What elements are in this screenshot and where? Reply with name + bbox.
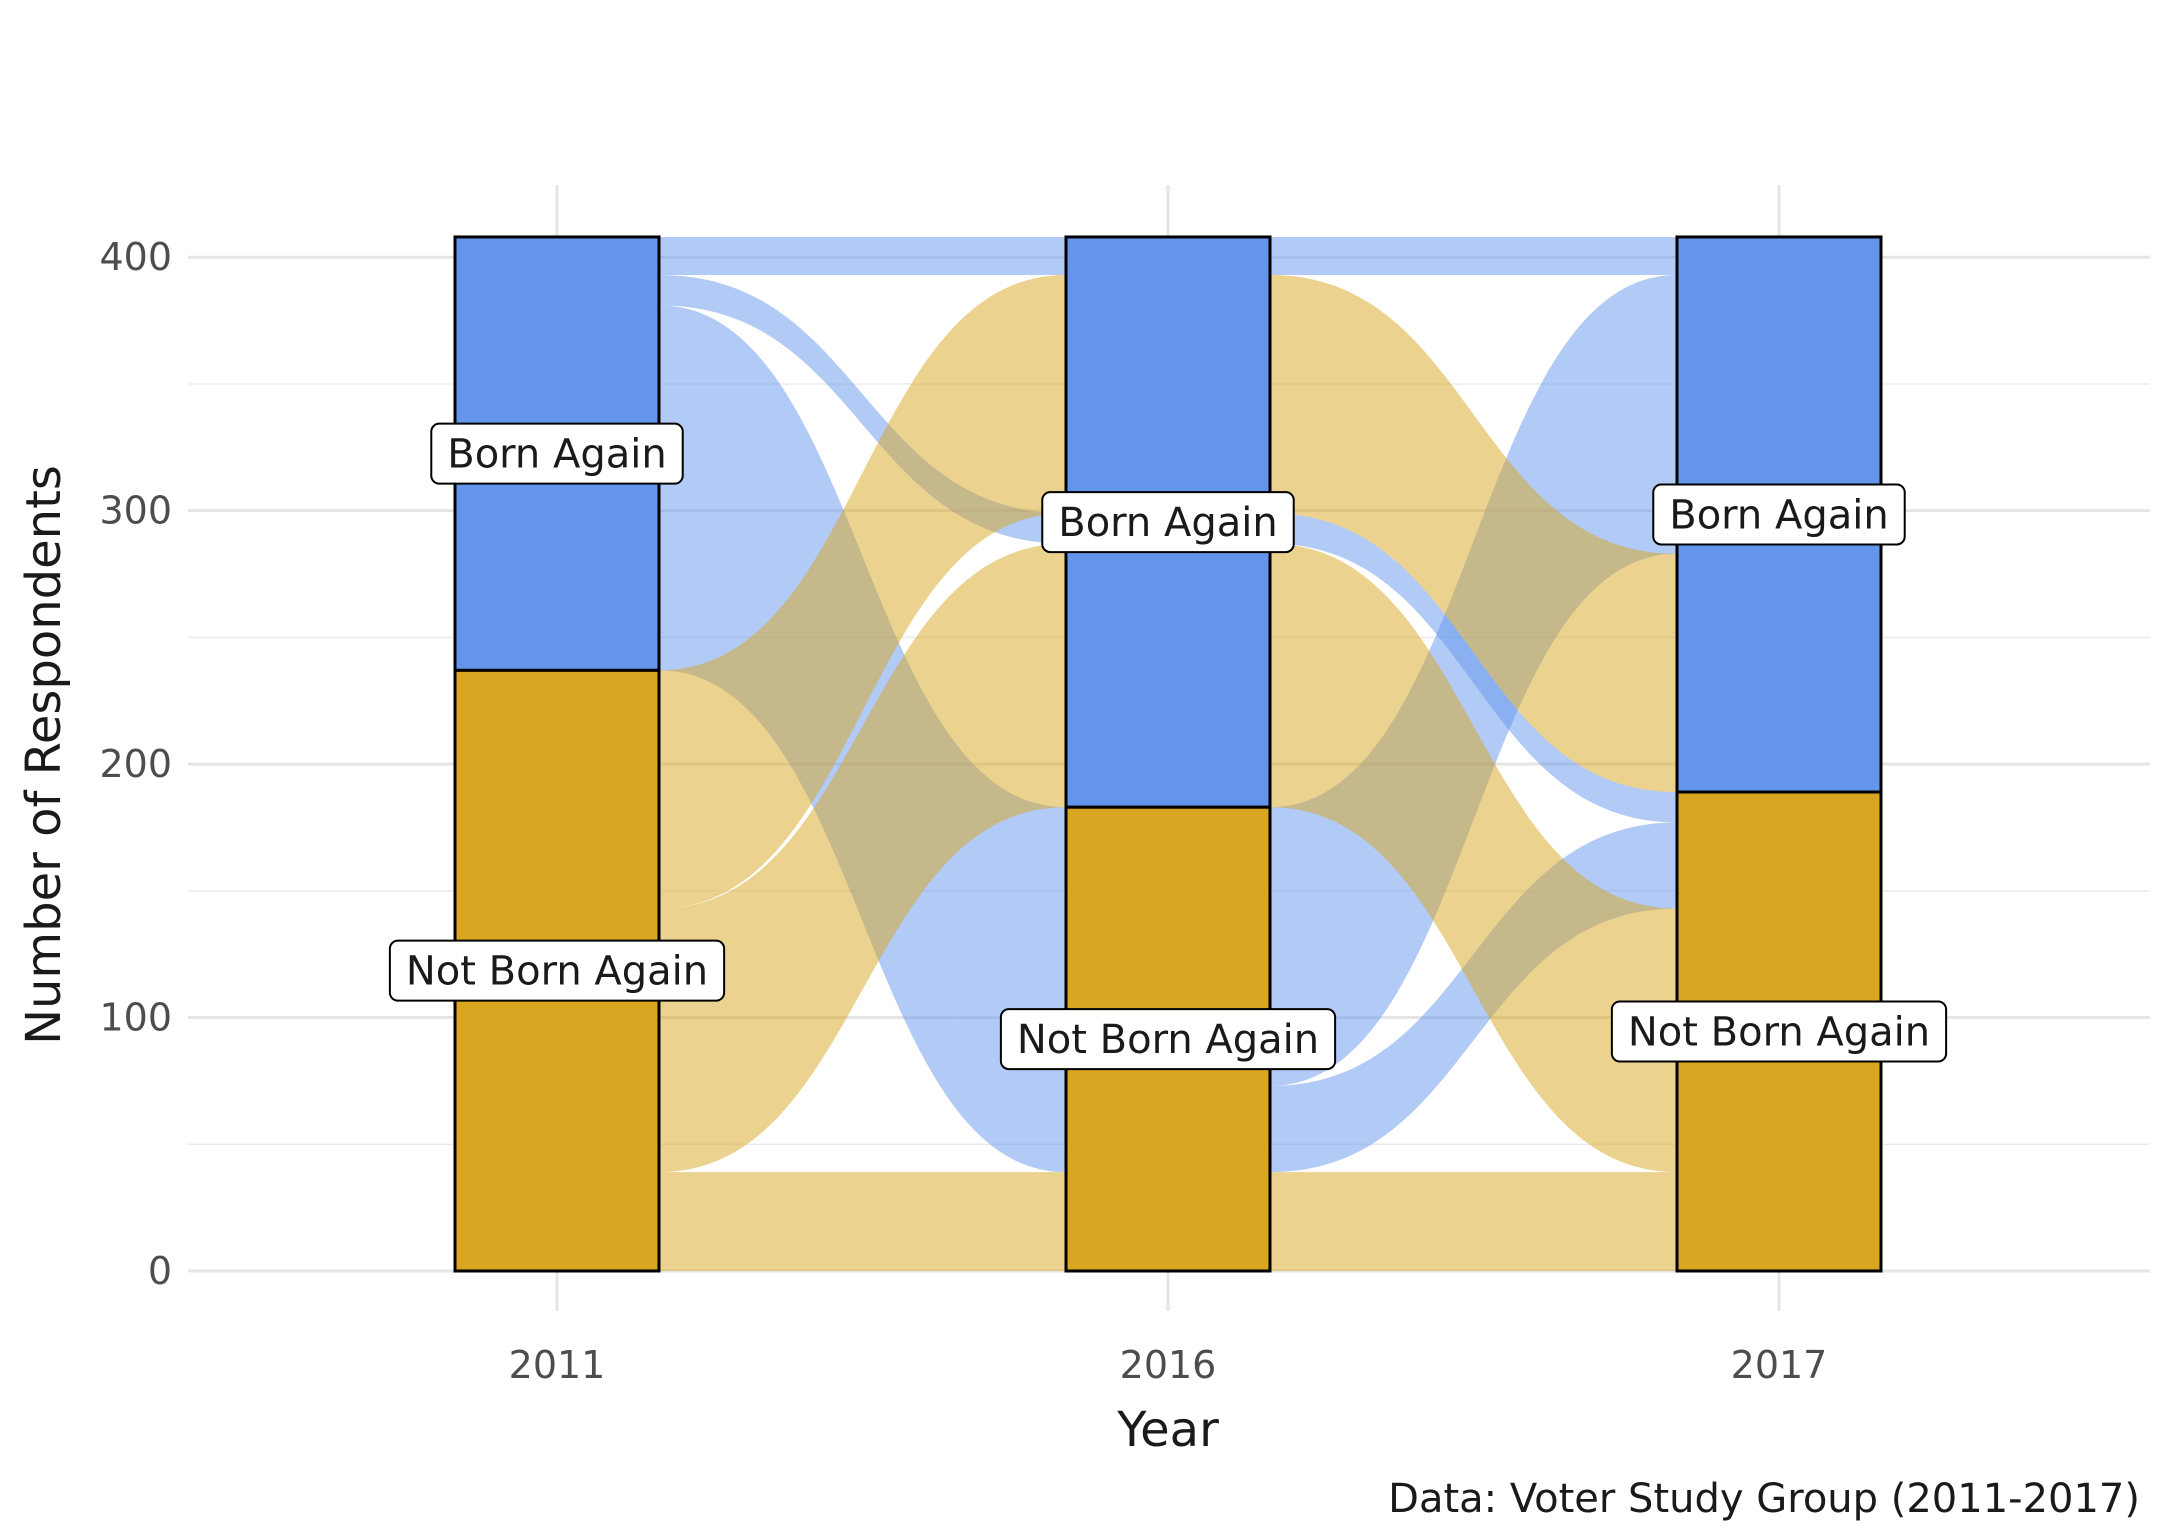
flow-ribbon (1270, 1172, 1677, 1271)
stratum-label-text: Not Born Again (406, 949, 708, 995)
stratum-labels: Born Again Not Born Again Born Again Not Bo… (388, 422, 1948, 1071)
flow-ribbon (659, 236, 1066, 275)
stratum-label-box (1610, 1000, 1948, 1063)
flow-ribbon (659, 274, 1066, 909)
stratum-label-text: Born Again (1669, 492, 1888, 538)
stratum-label: Not Born Again (1610, 1000, 1948, 1063)
stratum-label-box (430, 422, 684, 485)
flow-ribbon (1270, 274, 1677, 1086)
flow-ribbon (659, 543, 1066, 1173)
flow-ribbon (659, 1172, 1066, 1271)
x-tick-label: 2017 (1731, 1343, 1828, 1387)
y-tick-label: 300 (99, 489, 172, 533)
y-tick-label: 0 (148, 1249, 172, 1293)
flows (659, 236, 1677, 1271)
flow-ribbon (1270, 543, 1677, 1173)
y-axis-title: Number of Respondents (16, 465, 72, 1045)
x-axis-title: Year (1116, 1402, 1219, 1458)
flow-ribbon (1270, 274, 1677, 792)
stratum-label: Not Born Again (388, 939, 726, 1002)
stratum-label-box (999, 1008, 1337, 1071)
flow-ribbon (1270, 236, 1677, 275)
stratum-label: Born Again (430, 422, 684, 485)
stratum-label-text: Born Again (1058, 500, 1277, 546)
stratum-label: Born Again (1652, 483, 1906, 546)
stratum-label-box (1652, 483, 1906, 546)
stratum-label-text: Born Again (447, 432, 666, 478)
y-tick-label: 400 (99, 235, 172, 279)
y-tick-label: 200 (99, 742, 172, 786)
stratum-label: Not Born Again (999, 1008, 1337, 1071)
stratum-label-box (1041, 491, 1295, 554)
stratum-label-text: Not Born Again (1628, 1009, 1930, 1055)
stratum-label: Born Again (1041, 491, 1295, 554)
axes: 0 100 200 300 400 2011 2016 2017 (99, 235, 1827, 1387)
stratum-label-text: Not Born Again (1017, 1017, 1319, 1063)
flow-ribbon (659, 274, 1066, 544)
x-tick-label: 2016 (1120, 1343, 1217, 1387)
x-tick-label: 2011 (509, 1343, 606, 1387)
stratum-label-box (388, 939, 726, 1002)
caption: Data: Voter Study Group (2011-2017) (1388, 1476, 2140, 1522)
y-tick-label: 100 (99, 996, 172, 1040)
